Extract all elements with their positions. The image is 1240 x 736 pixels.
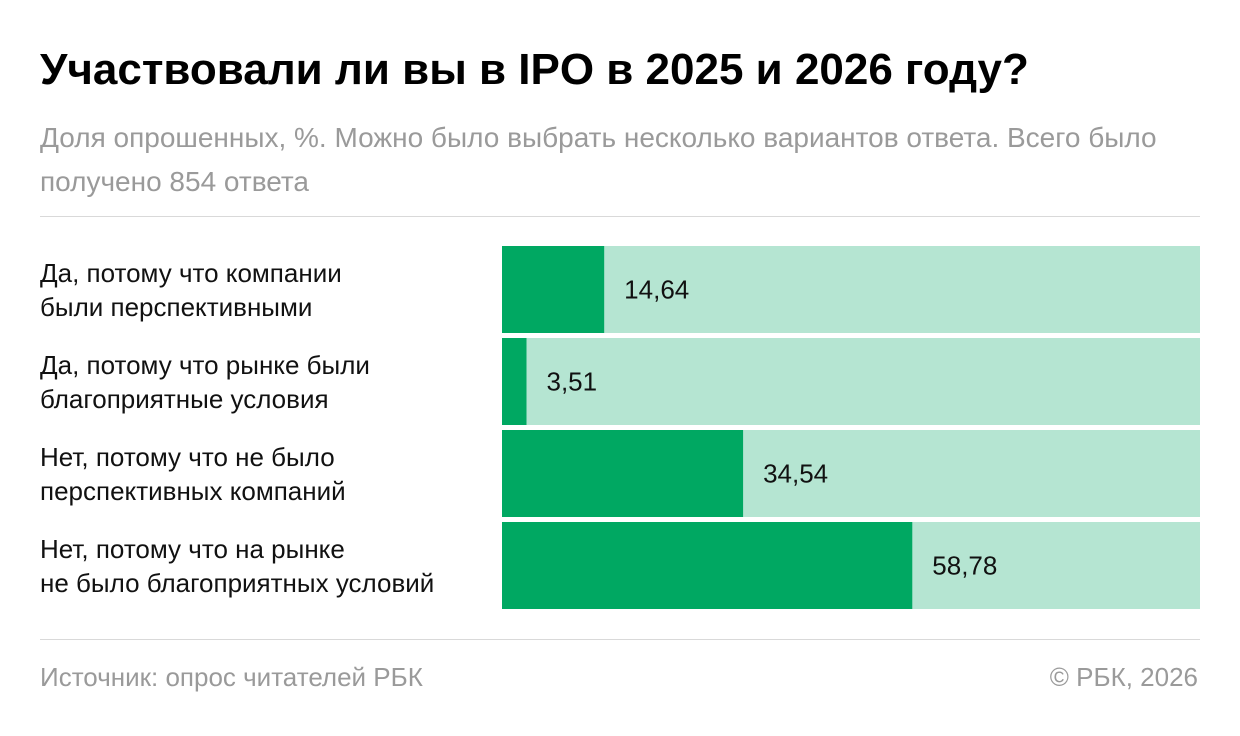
bar-track-1 [502,246,1200,333]
category-label-line: Да, потому что рынке были [40,350,370,380]
value-label-4: 58,78 [932,551,997,581]
source-note: Источник: опрос читателей РБК [40,662,423,692]
bar-2 [502,338,527,425]
chart-title: Участвовали ли вы в IPO в 2025 и 2026 го… [40,45,1029,94]
value-label-1: 14,64 [624,275,689,305]
category-label-4: Нет, потому что на рынке не было благопри… [40,534,434,598]
category-label-line: благоприятные условия [40,384,329,414]
value-label-3: 34,54 [763,459,828,489]
category-label-line: перспективных компаний [40,476,346,506]
category-label-line: Нет, потому что на рынке [40,534,345,564]
category-label-3: Нет, потому что не было перспективных ком… [40,442,346,506]
category-label-line: были перспективными [40,292,312,322]
category-label-2: Да, потому что рынке были благоприятные у… [40,350,370,414]
copyright-note: © РБК, 2026 [1049,662,1198,692]
bar-3 [502,430,744,517]
value-label-2: 3,51 [546,367,597,397]
category-label-1: Да, потому что компании были перспективны… [40,258,342,322]
bottom-divider [40,639,1200,640]
category-label-line: не было благоприятных условий [40,568,434,598]
chart-subtitle: Доля опрошенных, %. Можно было выбрать н… [40,122,1157,197]
top-divider [40,216,1200,217]
category-label-line: Да, потому что компании [40,258,342,288]
bar-track-2 [502,338,1200,425]
bar-4 [502,522,913,609]
category-label-line: Нет, потому что не было [40,442,335,472]
bar-1 [502,246,605,333]
